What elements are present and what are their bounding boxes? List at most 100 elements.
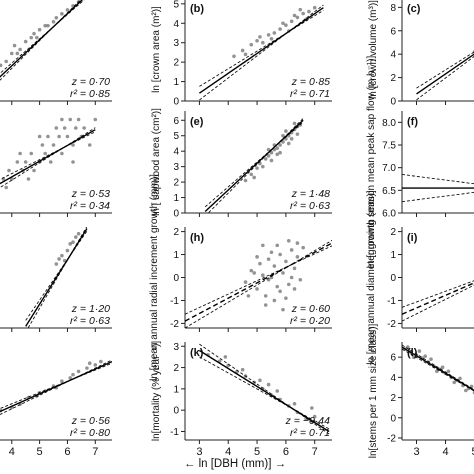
y-tick-label: 7.0 <box>382 163 396 174</box>
x-tick-label: 5 <box>37 446 43 458</box>
data-point <box>310 406 314 410</box>
y-tick-label: 6 <box>390 353 396 364</box>
ci-upper-line <box>0 131 96 180</box>
y-tick-label: -2 <box>170 319 179 330</box>
fit-line <box>402 282 474 315</box>
data-point <box>269 37 274 41</box>
data-point <box>32 31 36 36</box>
z-statistic: z = 1·48 <box>291 188 330 200</box>
y-tick-label: 0 <box>173 97 179 108</box>
data-point <box>263 294 268 298</box>
data-point <box>278 143 282 147</box>
data-point <box>240 48 245 53</box>
data-point <box>269 158 274 163</box>
data-point <box>289 275 294 280</box>
y-tick-label: 1 <box>173 77 179 88</box>
ci-upper-line <box>185 245 332 315</box>
data-point <box>272 264 277 268</box>
data-point <box>46 134 50 139</box>
y-axis-label: ln [crown volume (m³)] <box>368 0 379 99</box>
data-point <box>266 33 271 37</box>
data-point <box>292 287 297 291</box>
data-point <box>281 140 285 144</box>
plot-area <box>204 118 304 213</box>
x-tick-label: 5 <box>471 446 474 458</box>
y-tick-label: -1 <box>170 296 179 307</box>
plot-area <box>402 344 474 395</box>
fit-line <box>0 129 96 185</box>
data-point <box>275 243 280 248</box>
data-point <box>281 271 285 275</box>
y-axis-label: ln [mean annual diameter growth (mm)] <box>366 190 377 365</box>
data-point <box>263 303 268 307</box>
y-axis-label: ln [mean annual radial increment growth … <box>149 174 160 381</box>
data-point <box>292 401 297 406</box>
y-tick-label: -1 <box>387 296 396 307</box>
data-point <box>54 262 59 266</box>
data-point <box>266 147 271 152</box>
data-point <box>289 248 294 252</box>
plot-area <box>185 238 332 328</box>
ci-upper-line <box>416 51 474 89</box>
panel-label: (i) <box>407 232 418 244</box>
y-axis-label: ln[stems per 1 mm size class)] <box>368 324 379 459</box>
y-tick-label: 1 <box>173 250 179 261</box>
data-point <box>272 31 277 35</box>
data-point <box>269 150 274 155</box>
x-tick-label: 4 <box>442 446 448 458</box>
data-point <box>76 117 81 122</box>
panel-label: (c) <box>407 3 421 15</box>
plot-area <box>199 343 330 435</box>
panel-h: -2 -1 0 1 2 ln [mean annual radial increment … <box>149 174 332 381</box>
y-axis-label: ln [ sapwood area (cm²)] <box>151 108 162 216</box>
data-point <box>255 287 259 291</box>
data-point <box>258 378 262 383</box>
ci-lower-line <box>0 127 96 189</box>
fit-line <box>25 228 88 327</box>
y-tick-label: 6 <box>390 26 396 37</box>
y-tick-label: 0 <box>173 273 179 284</box>
y-tick-label: 4 <box>173 147 179 158</box>
y-tick-label: 0 <box>390 413 396 424</box>
r2-statistic: r² = 0·71 <box>290 88 330 100</box>
ci-upper-line <box>0 362 112 410</box>
data-point <box>71 372 75 377</box>
plot-area <box>0 359 112 415</box>
data-point <box>284 259 288 264</box>
plot-area <box>0 117 98 190</box>
data-point <box>54 16 59 20</box>
data-point <box>48 160 53 164</box>
data-point <box>284 296 288 300</box>
data-point <box>289 19 294 24</box>
data-point <box>51 143 56 147</box>
plot-area <box>402 280 474 322</box>
data-point <box>312 414 317 419</box>
x-tick-label: 3 <box>413 446 419 458</box>
z-statistic: z = 0·56 <box>71 415 110 427</box>
data-point <box>261 40 265 45</box>
data-point <box>281 133 285 138</box>
r2-statistic: r² = 0·63 <box>290 200 330 212</box>
data-point <box>68 376 73 380</box>
panel-label: (h) <box>190 232 204 244</box>
data-point <box>261 273 265 278</box>
data-point <box>93 363 98 367</box>
fit-line <box>199 7 324 94</box>
r2-statistic: r² = 0·80 <box>70 427 110 439</box>
x-tick-label: 6 <box>283 446 289 458</box>
data-point <box>440 365 445 370</box>
panel-label: (f) <box>407 116 418 128</box>
data-point <box>284 23 288 28</box>
r2-statistic: r² = 0·85 <box>70 88 110 100</box>
z-statistic: z = 0·60 <box>291 303 330 315</box>
data-point <box>295 241 300 245</box>
data-point <box>232 54 236 59</box>
fit-line <box>0 0 84 78</box>
fit-line <box>204 119 304 212</box>
data-point <box>60 379 64 384</box>
y-tick-label: 3 <box>173 342 179 353</box>
y-tick-label: 8.0 <box>382 118 396 129</box>
y-tick-label: 0 <box>390 273 396 284</box>
